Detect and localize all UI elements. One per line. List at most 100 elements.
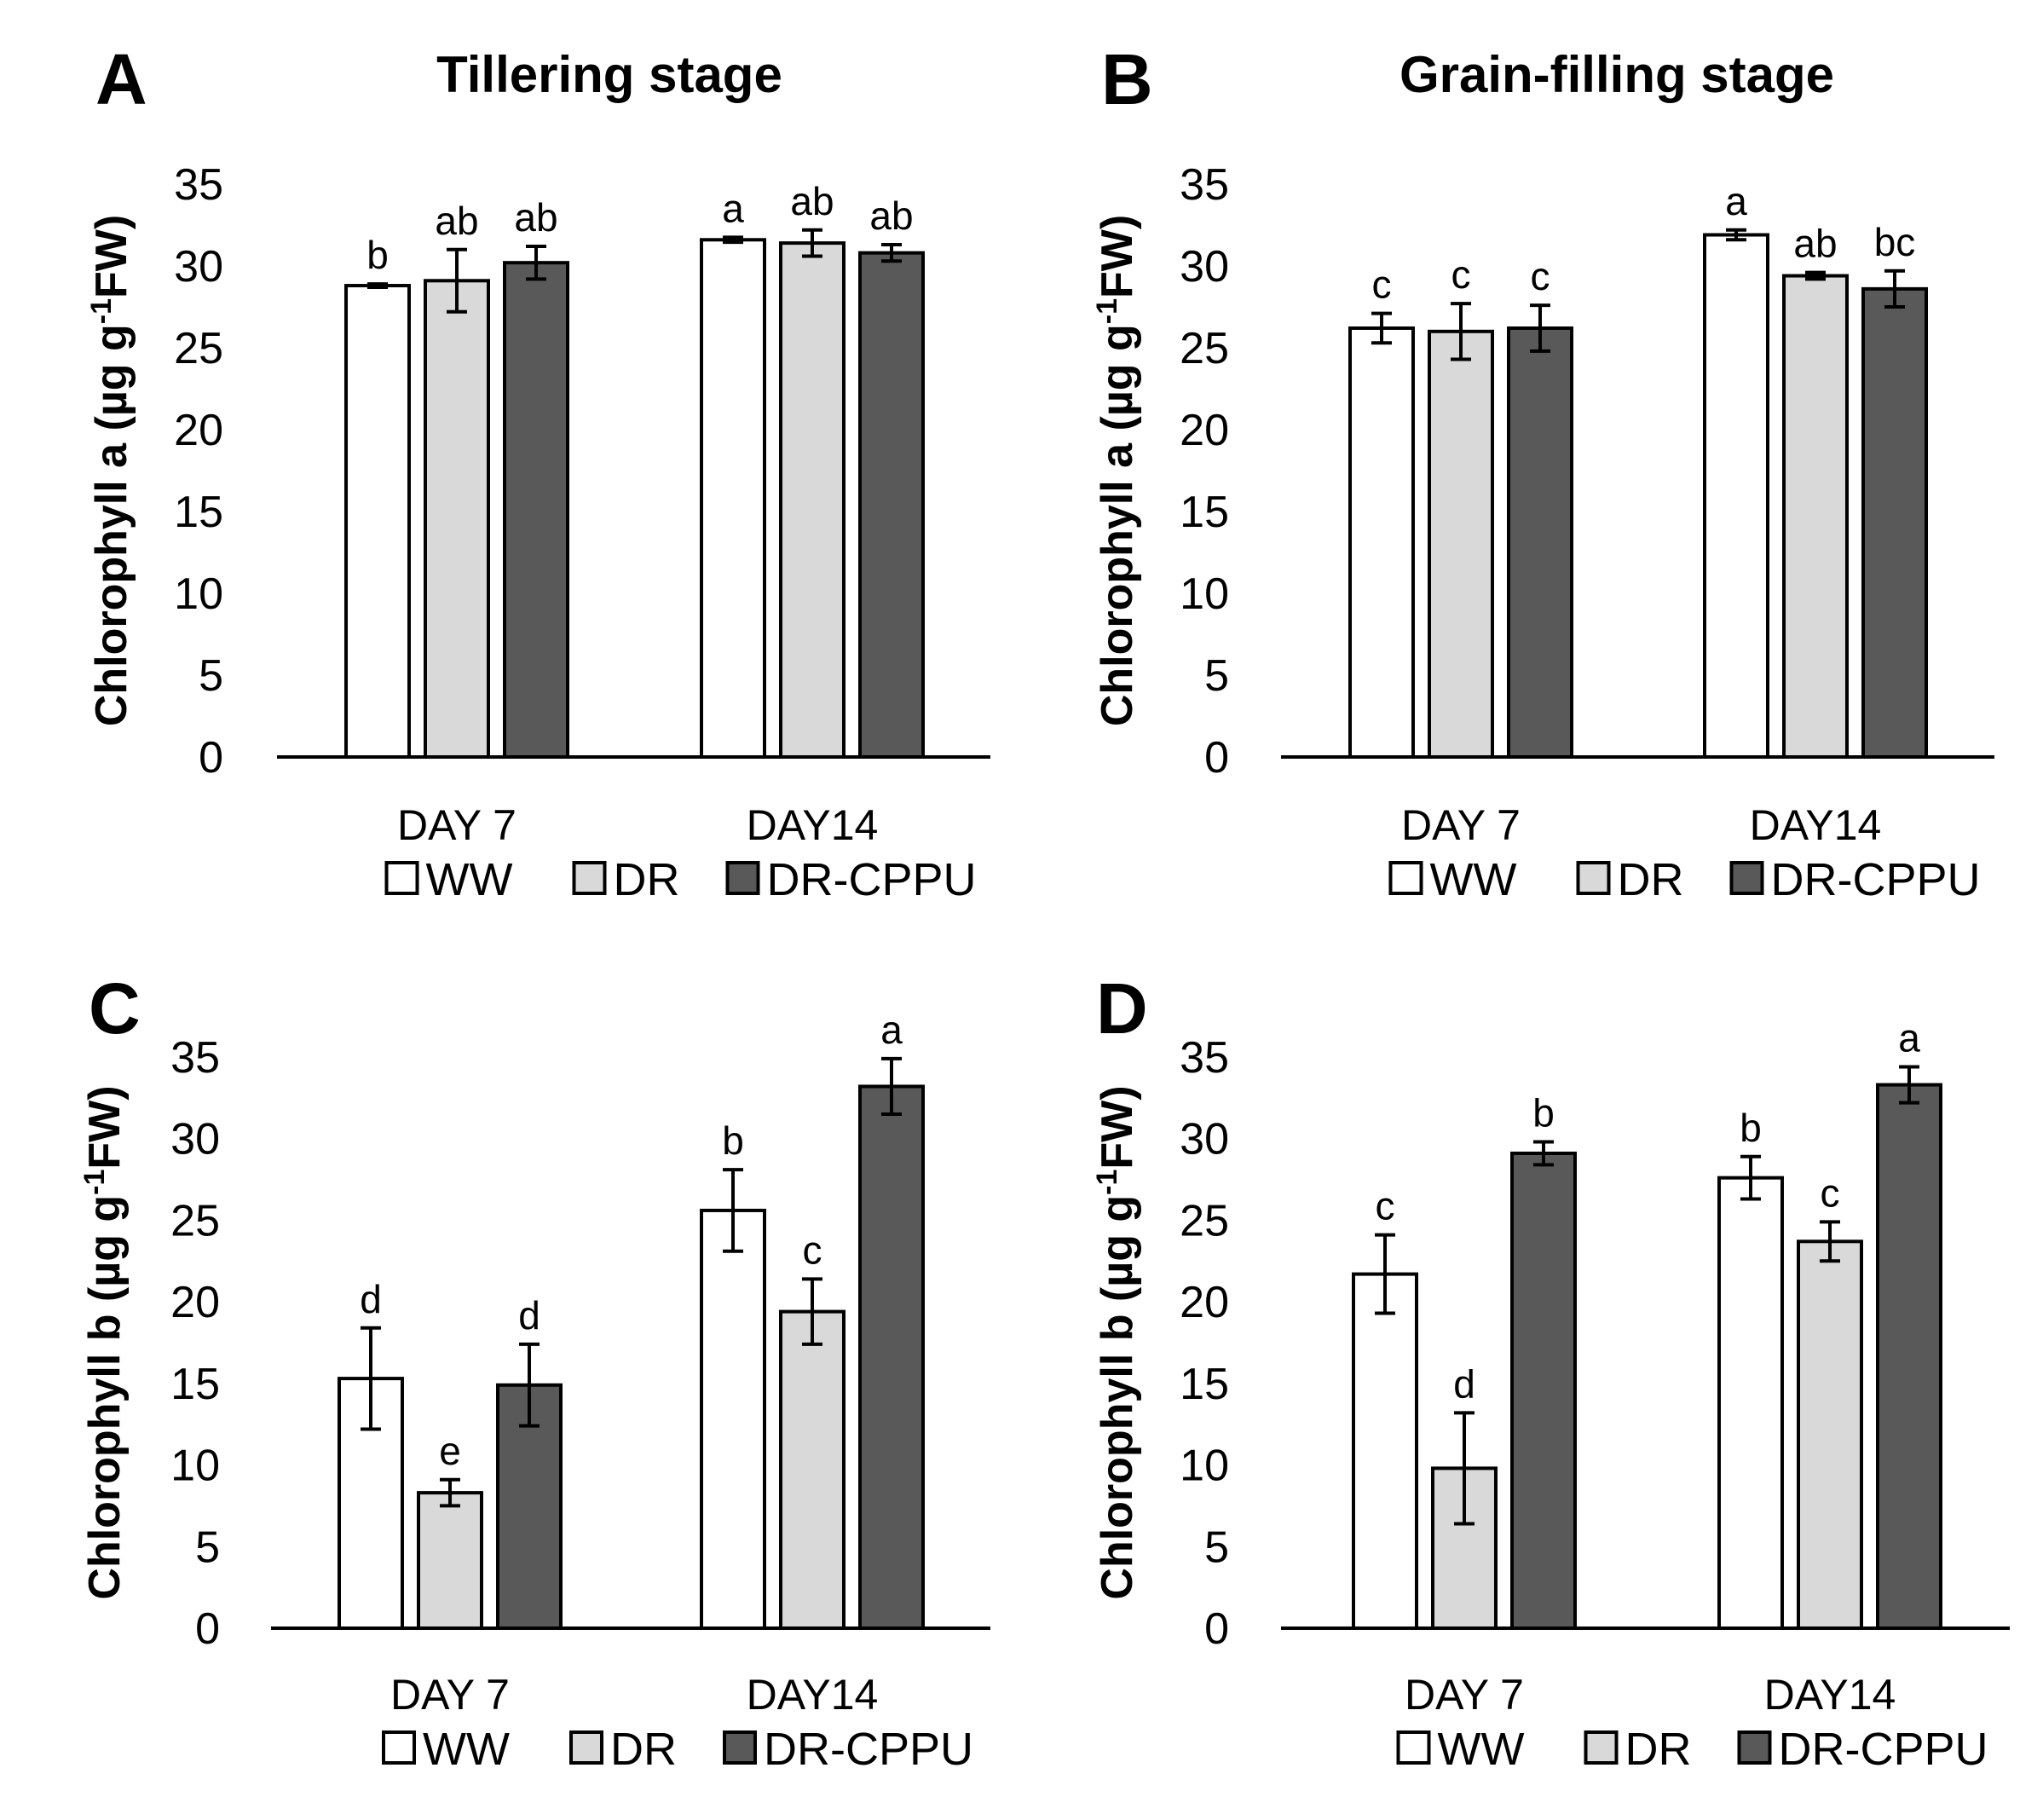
legend-swatch-dr xyxy=(572,861,607,895)
y-tick-label: 0 xyxy=(1204,1604,1229,1654)
significance-letter: b xyxy=(722,1118,744,1163)
bar-ww xyxy=(700,238,766,759)
legend-swatch-dr xyxy=(1576,861,1611,895)
y-tick-label: 25 xyxy=(1180,1196,1229,1245)
legend-label: DR xyxy=(1618,854,1684,905)
bar-dr xyxy=(1782,274,1849,759)
y-tick-label: 10 xyxy=(170,1442,220,1491)
x-category-label: DAY 7 xyxy=(1405,1671,1524,1719)
significance-letter: d xyxy=(1453,1361,1475,1406)
panel-letter: A xyxy=(95,39,147,119)
bar-ww xyxy=(1717,1176,1784,1630)
y-tick-label: 20 xyxy=(1180,406,1229,455)
x-category-label: DAY 7 xyxy=(390,1671,510,1719)
y-tick-label: 0 xyxy=(1204,733,1229,783)
significance-letter: c xyxy=(1821,1170,1840,1215)
y-tick-label: 35 xyxy=(174,160,223,210)
panel-letter: C xyxy=(89,968,141,1049)
x-category-label: DAY 7 xyxy=(397,801,517,849)
bar-dr-cppu xyxy=(858,251,925,759)
bar-dr-cppu xyxy=(858,1084,925,1630)
legend-label: DR xyxy=(1625,1724,1692,1775)
bar-dr xyxy=(779,241,845,759)
y-tick-label: 25 xyxy=(1180,324,1229,373)
y-tick-label: 25 xyxy=(174,324,223,373)
x-category-label: DAY14 xyxy=(1764,1671,1896,1719)
legend-swatch-dr-cppu xyxy=(725,861,760,895)
y-axis-label: Chlorophyll a (µg g-1FW) xyxy=(85,215,136,726)
significance-letter: b xyxy=(366,233,389,277)
legend-swatch-ww xyxy=(382,1730,416,1765)
y-tick-label: 20 xyxy=(170,1278,220,1327)
bar-dr xyxy=(1428,329,1494,759)
panel-c: C 0 5 10 15 20 25 30 35 Chlorophyll b (µg g-1FW) d… xyxy=(78,968,990,1775)
y-tick-label: 20 xyxy=(1180,1278,1229,1327)
legend-label: WW xyxy=(1438,1724,1525,1775)
legend-swatch-dr-cppu xyxy=(723,1730,757,1765)
legend-swatch-dr xyxy=(1584,1730,1619,1765)
x-category-label: DAY14 xyxy=(1750,801,1882,849)
legend-label: DR-CPPU xyxy=(764,1724,973,1775)
legend-label: DR-CPPU xyxy=(1779,1724,1988,1775)
significance-letter: d xyxy=(360,1277,382,1321)
significance-letter: c xyxy=(1376,1184,1395,1228)
y-tick-label: 30 xyxy=(1180,242,1229,292)
y-tick-label: 15 xyxy=(1180,1360,1229,1409)
legend-label: WW xyxy=(426,854,513,905)
x-category-label: DAY14 xyxy=(747,1671,879,1719)
significance-letter: c xyxy=(1372,263,1392,307)
y-tick-label: 0 xyxy=(199,733,223,783)
significance-letter: ab xyxy=(1793,222,1837,266)
legend-swatch-dr xyxy=(569,1730,603,1765)
y-tick-label: 20 xyxy=(174,406,223,455)
significance-letter: ab xyxy=(790,179,834,223)
legend-swatch-ww xyxy=(384,861,419,895)
y-tick-label: 5 xyxy=(1204,651,1229,701)
legend-label: DR xyxy=(614,854,680,905)
panel-title: Grain-filling stage xyxy=(1400,46,1834,103)
significance-letter: d xyxy=(518,1293,540,1338)
bar-dr-cppu xyxy=(1507,326,1573,759)
panel-letter: D xyxy=(1096,968,1148,1049)
legend-swatch-ww xyxy=(1388,861,1423,895)
significance-letter: ab xyxy=(435,199,478,243)
significance-letter: b xyxy=(1532,1091,1555,1135)
y-tick-label: 15 xyxy=(174,488,223,537)
y-tick-label: 30 xyxy=(170,1115,220,1164)
bar-dr-cppu xyxy=(1861,286,1928,759)
bar-dr xyxy=(1797,1239,1863,1631)
legend-label: WW xyxy=(1430,854,1517,905)
legend-label: DR-CPPU xyxy=(767,854,977,905)
legend-label: DR-CPPU xyxy=(1771,854,1981,905)
significance-letter: a xyxy=(1898,1015,1920,1060)
significance-letter: bc xyxy=(1874,220,1916,264)
panel-b: B Grain-filling stage 0 5 10 15 20 25 30 35 Chloro… xyxy=(1091,39,1994,905)
y-axis-label: Chlorophyll b (µg g-1FW) xyxy=(78,1085,130,1599)
x-category-label: DAY 7 xyxy=(1401,801,1521,849)
x-category-label: DAY14 xyxy=(747,801,879,849)
panel-letter: B xyxy=(1101,39,1153,119)
bar-dr-cppu xyxy=(1510,1151,1577,1630)
legend-swatch-dr-cppu xyxy=(1737,1730,1772,1765)
significance-letter: a xyxy=(1725,179,1747,223)
y-tick-label: 35 xyxy=(1180,160,1229,210)
bar-ww xyxy=(1348,326,1415,759)
significance-letter: c xyxy=(1531,254,1550,298)
bar-dr-cppu xyxy=(1876,1083,1942,1630)
significance-letter: c xyxy=(1451,252,1471,297)
y-tick-label: 25 xyxy=(170,1196,220,1245)
bar-dr xyxy=(424,279,490,759)
panel-a: A Tillering stage 0 5 10 15 20 25 30 35 Chlorophyl… xyxy=(85,39,990,905)
significance-letter: e xyxy=(439,1429,461,1473)
legend-swatch-dr-cppu xyxy=(1729,861,1764,895)
y-axis-label: Chlorophyll b (µg g-1FW) xyxy=(1091,1085,1142,1599)
y-tick-label: 5 xyxy=(1204,1522,1229,1572)
significance-letter: b xyxy=(1740,1106,1762,1150)
significance-letter: a xyxy=(722,186,744,230)
bar-ww xyxy=(344,284,411,760)
bar-dr-cppu xyxy=(503,261,569,760)
bar-ww xyxy=(1352,1272,1418,1630)
bar-ww xyxy=(700,1208,766,1630)
y-axis-label: Chlorophyll a (µg g-1FW) xyxy=(1091,215,1142,726)
